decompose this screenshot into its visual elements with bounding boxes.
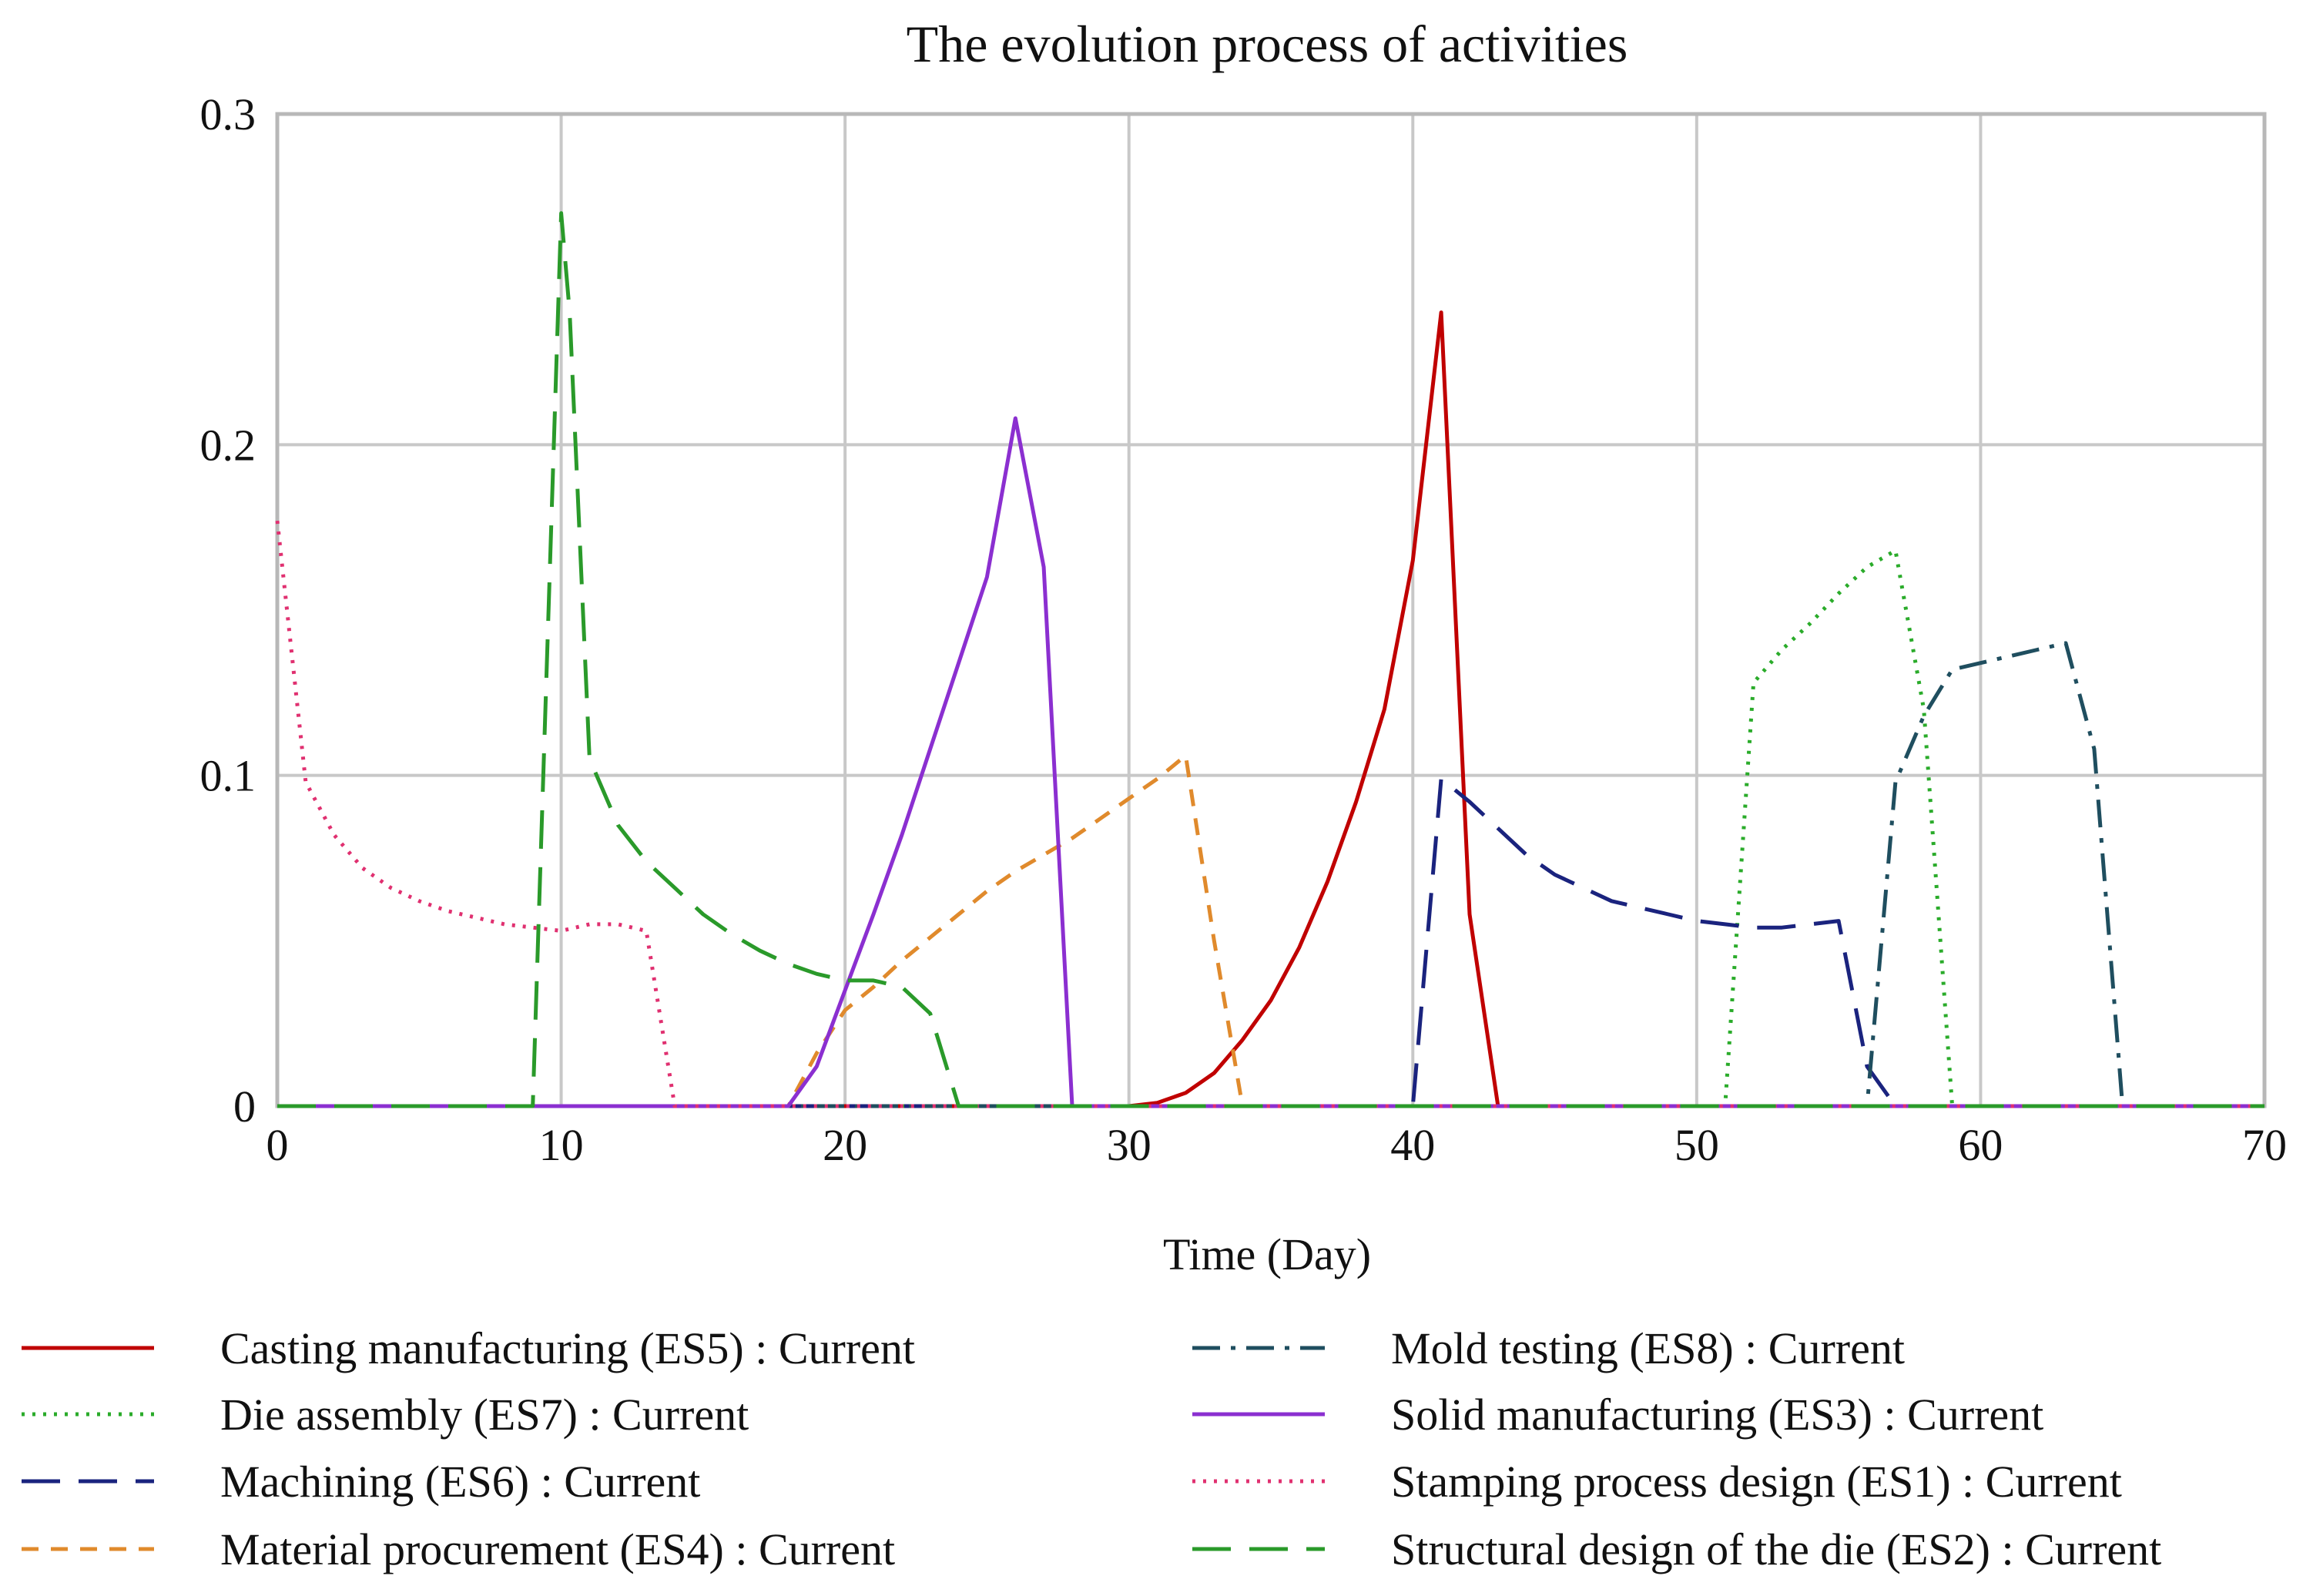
- legend-label-7: Stamping process design (ES1) : Current: [1391, 1457, 2122, 1507]
- series-line-7: [275, 520, 2264, 1108]
- series-line-5: [277, 641, 2264, 1108]
- series-line-3: [277, 776, 2264, 1108]
- x-axis-label: Time (Day): [1163, 1229, 1371, 1279]
- legend-label-2: Die assembly (ES7) : Current: [220, 1390, 749, 1440]
- chart-title: The evolution process of activities: [907, 15, 1628, 73]
- x-tick-label: 10: [539, 1120, 584, 1170]
- legend-label-1: Casting manufacturing (ES5) : Current: [220, 1323, 915, 1373]
- legend-label-6: Solid manufacturing (ES3) : Current: [1391, 1390, 2043, 1440]
- legend-label-8: Structural design of the die (ES2) : Cur…: [1391, 1524, 2161, 1574]
- legend-label-4: Material procurement (ES4) : Current: [220, 1524, 895, 1574]
- series-line-8: [277, 211, 2264, 1108]
- legend: Casting manufacturing (ES5) : Current Die…: [22, 1323, 2161, 1574]
- y-tick-label: 0.2: [200, 420, 256, 470]
- series-line-1: [277, 310, 2264, 1108]
- legend-label-3: Machining (ES6) : Current: [220, 1457, 700, 1507]
- x-tick-label: 30: [1107, 1120, 1152, 1170]
- x-axis-ticks: 0 10 20 30 40 50 60 70: [267, 1120, 2288, 1170]
- series-line-4: [277, 753, 2264, 1108]
- y-axis-ticks: 0 0.1 0.2 0.3: [200, 89, 256, 1132]
- series-line-6: [277, 416, 2264, 1108]
- x-tick-label: 50: [1674, 1120, 1719, 1170]
- y-tick-label: 0: [233, 1081, 256, 1132]
- series-lines: [275, 211, 2264, 1108]
- x-tick-label: 40: [1390, 1120, 1435, 1170]
- x-tick-label: 60: [1958, 1120, 2003, 1170]
- y-tick-label: 0.1: [200, 751, 256, 801]
- x-tick-label: 20: [823, 1120, 867, 1170]
- y-tick-label: 0.3: [200, 89, 256, 139]
- legend-label-5: Mold testing (ES8) : Current: [1391, 1323, 1905, 1373]
- x-tick-label: 0: [267, 1120, 289, 1170]
- gridlines: [277, 114, 2264, 1106]
- plot-frame: [275, 112, 2267, 1108]
- x-tick-label: 70: [2242, 1120, 2287, 1170]
- series-line-2: [277, 548, 2264, 1108]
